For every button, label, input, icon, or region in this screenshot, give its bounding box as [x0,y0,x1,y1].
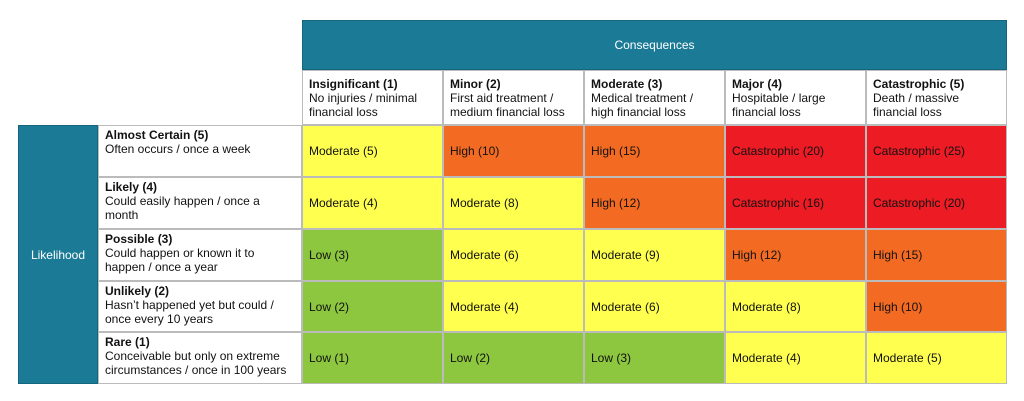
column-description: No injuries / minimal financial loss [309,90,418,119]
row-description: Conceivable but only on extreme circumst… [105,349,287,377]
risk-label: High (10) [450,144,500,158]
risk-label: Catastrophic (25) [873,144,966,158]
risk-label: Moderate (4) [732,351,801,365]
risk-cell: Low (3) [584,332,725,384]
row-header: Unlikely (2) Hasn’t happened yet but coul… [98,281,302,332]
risk-label: Moderate (6) [450,248,519,262]
row-title: Possible (3) [105,232,173,246]
column-description: Death / massive financial loss [873,90,960,119]
column-title: Catastrophic (5) [873,76,965,91]
row-header: Rare (1) Conceivable but only on extreme … [98,332,302,384]
risk-label: Moderate (4) [450,299,519,314]
risk-label: Low (2) [450,351,491,365]
column-title: Major (4) [732,76,783,91]
risk-cell: Moderate (5) [866,332,1007,384]
row-description: Hasn’t happened yet but could / once eve… [105,298,274,326]
risk-label: High (10) [873,299,923,314]
column-description: Medical treatment / high financial loss [591,90,694,119]
risk-cell: Moderate (4) [443,281,584,332]
risk-label: Moderate (9) [591,248,660,262]
risk-cell: High (10) [866,281,1007,332]
risk-cell: Catastrophic (16) [725,177,866,229]
risk-label: Low (3) [309,248,350,262]
column-title: Insignificant (1) [309,76,398,91]
row-description: Often occurs / once a week [105,142,251,156]
column-header: Major (4) Hospitable / large financial lo… [725,70,866,125]
risk-cell: Moderate (8) [725,281,866,332]
risk-label: Catastrophic (20) [873,196,966,210]
risk-cell: High (12) [725,229,866,281]
row-description: Could happen or known it to happen / onc… [105,246,255,274]
row-title: Almost Certain (5) [105,128,209,142]
row-header: Likely (4) Could easily happen / once a m… [98,177,302,229]
risk-cell: Low (2) [443,332,584,384]
risk-label: High (12) [591,196,641,210]
column-description: First aid treatment / medium financial l… [450,90,565,119]
risk-label: High (12) [732,248,782,262]
risk-label: Catastrophic (16) [732,196,825,210]
risk-cell: High (15) [866,229,1007,281]
column-title: Moderate (3) [591,76,663,91]
risk-cell: Moderate (4) [302,177,443,229]
side-title: Likelihood [30,247,86,262]
risk-cell: Low (3) [302,229,443,281]
risk-label: Low (1) [309,351,350,365]
risk-label: Moderate (6) [591,299,660,314]
risk-cell: Moderate (5) [302,125,443,177]
risk-cell: Moderate (8) [443,177,584,229]
risk-cell: Catastrophic (25) [866,125,1007,177]
row-header: Almost Certain (5) Often occurs / once a … [98,125,302,177]
risk-label: Low (2) [309,299,350,314]
header-title: Consequences [614,38,695,52]
risk-cell: High (12) [584,177,725,229]
risk-cell: Moderate (6) [584,281,725,332]
risk-cell: Moderate (9) [584,229,725,281]
column-description: Hospitable / large financial loss [732,90,826,119]
risk-cell: Moderate (6) [443,229,584,281]
column-header: Catastrophic (5) Death / massive financia… [866,70,1007,125]
risk-label: Moderate (4) [309,196,378,210]
risk-cell: High (15) [584,125,725,177]
risk-label: Catastrophic (20) [732,144,825,158]
risk-cell: Moderate (4) [725,332,866,384]
risk-cell: High (10) [443,125,584,177]
risk-label: Moderate (5) [309,144,378,158]
risk-cell: Catastrophic (20) [725,125,866,177]
risk-label: High (15) [591,144,641,158]
risk-label: Low (3) [591,351,632,365]
row-description: Could easily happen / once a month [105,194,260,222]
row-title: Rare (1) [105,335,150,349]
column-header: Moderate (3) Medical treatment / high fin… [584,70,725,125]
column-header: Minor (2) First aid treatment / medium fi… [443,70,584,125]
risk-label: Moderate (8) [732,299,801,314]
column-header: Insignificant (1) No injuries / minimal f… [302,70,443,125]
risk-label: High (15) [873,248,923,262]
risk-cell: Low (1) [302,332,443,384]
row-title: Unlikely (2) [105,284,170,298]
risk-label: Moderate (8) [450,196,519,210]
column-title: Minor (2) [450,76,501,91]
consequences-header: Consequences [302,20,1007,70]
likelihood-header: Likelihood [18,125,98,384]
risk-label: Moderate (5) [873,351,942,365]
row-header: Possible (3) Could happen or known it to … [98,229,302,281]
row-title: Likely (4) [105,180,158,194]
risk-cell: Catastrophic (20) [866,177,1007,229]
risk-cell: Low (2) [302,281,443,332]
